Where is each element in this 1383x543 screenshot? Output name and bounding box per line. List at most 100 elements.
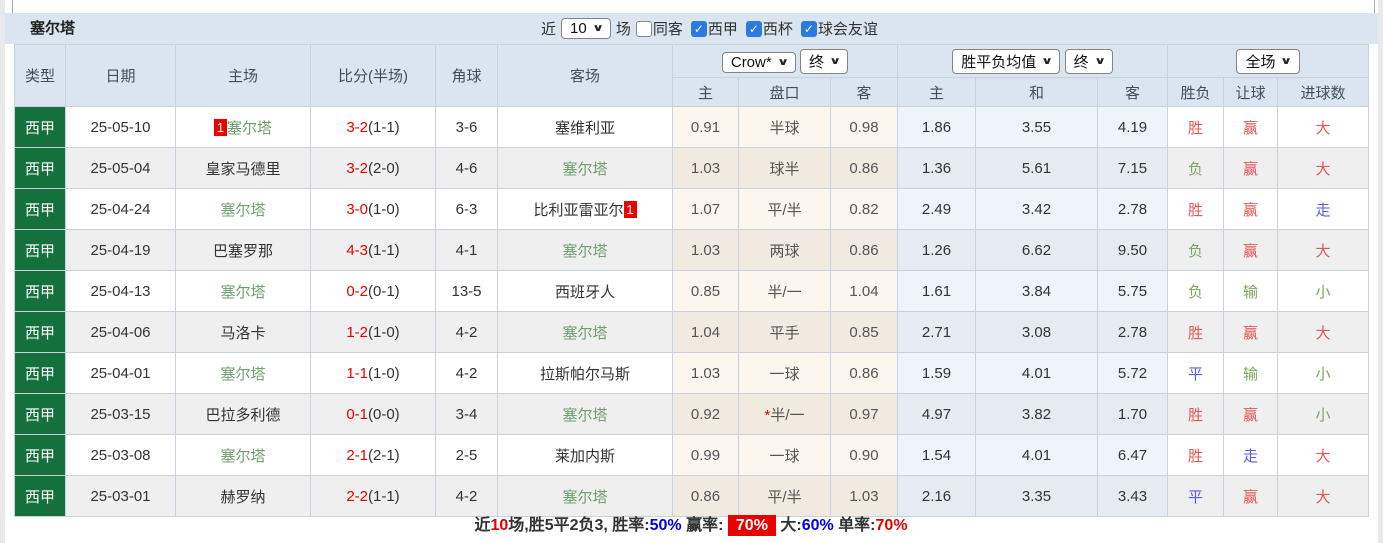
odds-time-value: 终 — [809, 53, 825, 71]
handicap-line: 平/半 — [738, 188, 831, 230]
home-team-name[interactable]: 赫罗纳 — [220, 488, 266, 506]
col-header-date: 日期 — [65, 44, 176, 107]
away-team: 西班牙人 — [497, 270, 673, 312]
corner-score: 13-5 — [435, 270, 498, 312]
summary-segment: 场,胜5平2负3, 胜率: — [508, 517, 650, 534]
divider — [1374, 0, 1375, 13]
euro-draw-odds: 4.01 — [975, 434, 1099, 476]
home-team-name[interactable]: 塞尔塔 — [226, 119, 272, 137]
league-badge: 西甲 — [14, 475, 66, 517]
home-team-name[interactable]: 塞尔塔 — [220, 447, 266, 465]
handicap-line: 两球 — [738, 229, 831, 271]
title-bar: 塞尔塔 近 10 ∨ 场 同客 ✓ 西甲 ✓ 西杯 ✓ 球会友谊 — [5, 13, 1378, 44]
result-goals: 大 — [1277, 147, 1370, 189]
summary-segment: 大: — [775, 517, 802, 534]
result-goals: 大 — [1277, 475, 1370, 517]
away-team-name[interactable]: 莱加内斯 — [554, 447, 615, 465]
score-cell: 2-2(1-1) — [310, 475, 436, 517]
euro-draw-odds: 5.61 — [975, 147, 1099, 189]
home-team: 塞尔塔 — [175, 188, 311, 230]
away-team: 塞维利亚 — [497, 106, 673, 148]
away-team-name[interactable]: 西班牙人 — [554, 283, 615, 301]
handicap-line-text: 两球 — [769, 242, 800, 260]
away-team-name[interactable]: 拉斯帕尔马斯 — [539, 365, 630, 383]
checkbox-checked[interactable]: ✓ — [745, 20, 762, 37]
handicap-odds-home: 1.03 — [672, 147, 739, 189]
recent-count-select[interactable]: 10 ∨ — [561, 18, 611, 39]
odds-company-value: Crow* — [730, 53, 772, 71]
away-team-name[interactable]: 塞尔塔 — [562, 488, 608, 506]
checkbox-unchecked[interactable] — [635, 20, 652, 37]
result-goals: 小 — [1277, 352, 1370, 394]
checkbox-group-item: ✓ 球会友谊 — [800, 18, 878, 39]
handicap-odds-home: 0.91 — [672, 106, 739, 148]
home-team-name[interactable]: 塞尔塔 — [220, 201, 266, 219]
home-team: 塞尔塔 — [175, 352, 311, 394]
away-team-name[interactable]: 塞尔塔 — [562, 406, 608, 424]
subheader-euro-home: 主 — [897, 77, 977, 107]
result-outcome: 负 — [1167, 229, 1225, 271]
home-team-name[interactable]: 皇家马德里 — [205, 160, 281, 178]
result-handicap: 赢 — [1223, 106, 1279, 148]
euro-away-odds: 1.70 — [1097, 393, 1169, 435]
scope-select[interactable]: 全场 ∨ — [1236, 48, 1300, 74]
handicap-line-text: 半/一 — [767, 283, 802, 301]
fulltime-score: 1-2 — [346, 323, 368, 341]
handicap-odds-away: 1.04 — [829, 270, 899, 312]
home-team: 赫罗纳 — [175, 475, 311, 517]
home-team-name[interactable]: 塞尔塔 — [220, 283, 266, 301]
home-team-name[interactable]: 塞尔塔 — [220, 365, 266, 383]
away-team-name[interactable]: 塞尔塔 — [562, 324, 608, 342]
chevron-down-icon: ∨ — [1041, 55, 1054, 67]
result-handicap: 赢 — [1223, 188, 1279, 230]
score-cell: 3-0(1-0) — [310, 188, 436, 230]
odds-time-select[interactable]: 终 ∨ — [800, 48, 849, 74]
europe-time-select[interactable]: 终 ∨ — [1064, 48, 1113, 74]
summary-segment: 70% — [727, 515, 776, 536]
corner-score: 2-5 — [435, 434, 498, 476]
away-team-name[interactable]: 比利亚雷亚尔 — [533, 201, 624, 219]
checkbox-checked[interactable]: ✓ — [800, 20, 817, 37]
fulltime-score: 1-1 — [346, 364, 368, 382]
divider — [12, 0, 13, 13]
result-outcome: 负 — [1167, 147, 1225, 189]
col-header-type: 类型 — [14, 44, 66, 107]
europe-company-select[interactable]: 胜平负均值 ∨ — [952, 48, 1061, 74]
score-cell: 1-1(1-0) — [310, 352, 436, 394]
euro-home-odds: 1.36 — [897, 147, 977, 189]
league-badge: 西甲 — [14, 229, 66, 271]
handicap-odds-away: 0.86 — [829, 229, 899, 271]
match-date: 25-03-15 — [65, 393, 176, 435]
corner-score: 3-4 — [435, 393, 498, 435]
handicap-odds-home: 0.92 — [672, 393, 739, 435]
result-handicap: 赢 — [1223, 393, 1279, 435]
handicap-line: 平/半 — [738, 475, 831, 517]
summary-segment: 50% — [649, 517, 682, 534]
col-header-score: 比分(半场) — [310, 44, 436, 107]
home-team-name[interactable]: 巴塞罗那 — [212, 242, 273, 260]
halftime-score: (1-0) — [368, 364, 400, 382]
match-row: 西甲 25-03-15 巴拉多利德 0-1(0-0) 3-4 塞尔塔 0.92 *半/一 0.9… — [14, 393, 1370, 435]
handicap-odds-away: 0.98 — [829, 106, 899, 148]
rank-badge: 1 — [623, 200, 637, 218]
handicap-line: 平手 — [738, 311, 831, 353]
away-team-name[interactable]: 塞尔塔 — [562, 160, 608, 178]
checkbox-checked[interactable]: ✓ — [690, 20, 707, 37]
euro-home-odds: 1.26 — [897, 229, 977, 271]
euro-draw-odds: 3.35 — [975, 475, 1099, 517]
home-team-name[interactable]: 马洛卡 — [220, 324, 266, 342]
halftime-score: (2-1) — [368, 446, 400, 464]
handicap-odds-away: 0.86 — [829, 147, 899, 189]
league-badge: 西甲 — [14, 106, 66, 148]
home-team-name[interactable]: 巴拉多利德 — [205, 406, 281, 424]
away-team: 莱加内斯 — [497, 434, 673, 476]
handicap-line-text: 一球 — [769, 365, 800, 383]
odds-company-select[interactable]: Crow* ∨ — [721, 51, 796, 73]
away-team-name[interactable]: 塞维利亚 — [554, 119, 615, 137]
away-team-name[interactable]: 塞尔塔 — [562, 242, 608, 260]
league-badge: 西甲 — [14, 352, 66, 394]
handicap-odds-home: 0.86 — [672, 475, 739, 517]
handicap-odds-home: 1.03 — [672, 229, 739, 271]
match-date: 25-05-04 — [65, 147, 176, 189]
summary-segment: 10 — [490, 517, 509, 534]
